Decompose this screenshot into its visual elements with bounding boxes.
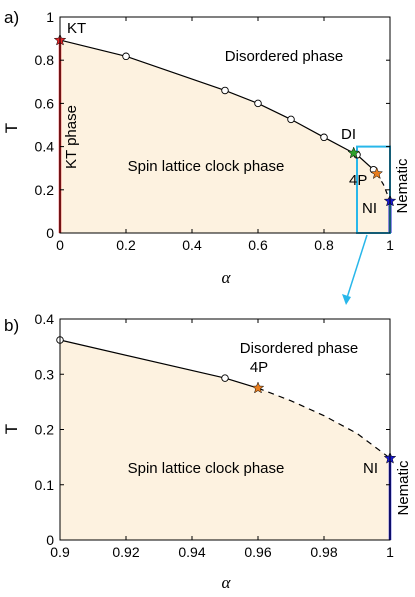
panel-b: b) 0.9 0.92 0.94 0.96 0.98 1 00.10.20.30.4 α … bbox=[2, 311, 412, 592]
y-tick-label: 0.2 bbox=[35, 182, 55, 198]
x-tick-label: 1 bbox=[386, 544, 394, 560]
star-marker-di bbox=[347, 146, 361, 159]
point-label-4p: 4P bbox=[349, 172, 367, 189]
x-tick-label: 0.8 bbox=[314, 237, 334, 253]
data-point-marker bbox=[221, 86, 229, 95]
y-axis-label: T bbox=[2, 424, 21, 434]
data-point-marker bbox=[221, 374, 229, 382]
x-tick-label: 0 bbox=[56, 237, 64, 253]
phase-boundary-dashed bbox=[257, 387, 391, 459]
y-ticks: 0 0.2 0.4 0.6 0.8 1 bbox=[35, 9, 390, 241]
x-tick-label: 0.92 bbox=[112, 544, 139, 560]
y-tick-label: 0.1 bbox=[35, 477, 55, 493]
x-tick-label: 0.98 bbox=[310, 544, 337, 560]
axes-frame bbox=[59, 16, 391, 234]
data-point-marker bbox=[122, 52, 130, 61]
zoom-connector bbox=[342, 234, 368, 305]
point-label-kt: KT bbox=[67, 20, 86, 37]
panel-a: a) 0 0.2 0.4 0.6 0.8 1 0 0.2 0.4 0.6 0.8 1 α T Dis… bbox=[2, 8, 411, 287]
x-tick-label: 0.4 bbox=[182, 237, 202, 253]
panel-a-label: a) bbox=[4, 8, 19, 27]
region-label-clock: Spin lattice clock phase bbox=[128, 158, 285, 175]
star-marker-4p bbox=[370, 166, 384, 180]
x-axis-label: α bbox=[222, 573, 232, 592]
y-tick-label: 0.6 bbox=[35, 95, 55, 111]
y-axis-label: T bbox=[2, 123, 21, 133]
region-label-disordered: Disordered phase bbox=[240, 340, 358, 357]
region-label-clock: Spin lattice clock phase bbox=[128, 460, 285, 477]
y-tick-label: 0 bbox=[46, 532, 54, 548]
y-tick-label: 0.8 bbox=[35, 52, 55, 68]
data-point-marker bbox=[254, 99, 262, 108]
ordered-phase-region bbox=[60, 40, 390, 233]
nematic-label: Nematic bbox=[394, 158, 411, 214]
x-ticks: 0.9 0.92 0.94 0.96 0.98 1 bbox=[50, 319, 394, 560]
x-tick-label: 0.9 bbox=[50, 544, 70, 560]
point-label-4p: 4P bbox=[250, 359, 268, 376]
y-tick-label: 1 bbox=[46, 9, 54, 25]
x-tick-label: 0.6 bbox=[248, 237, 268, 253]
point-label-di: DI bbox=[341, 126, 356, 143]
point-label-ni: NI bbox=[363, 460, 378, 477]
x-axis-label: α bbox=[222, 268, 232, 287]
kt-phase-label: KT phase bbox=[63, 105, 80, 169]
region-label-disordered: Disordered phase bbox=[225, 48, 343, 65]
y-tick-label: 0.4 bbox=[35, 139, 55, 155]
x-tick-label: 1 bbox=[386, 237, 394, 253]
y-tick-label: 0.3 bbox=[35, 366, 55, 382]
y-tick-label: 0.4 bbox=[35, 311, 55, 327]
y-ticks: 0 0.1 0.2 0.3 0.4 bbox=[35, 311, 390, 548]
star-marker-4p bbox=[251, 381, 265, 394]
phase-boundary-solid bbox=[59, 39, 378, 174]
y-tick-label: 0.2 bbox=[35, 422, 55, 438]
ordered-phase-region bbox=[60, 340, 390, 540]
x-tick-label: 0.2 bbox=[116, 237, 136, 253]
nematic-label: Nematic bbox=[395, 460, 412, 516]
y-tick-label: 0 bbox=[46, 225, 54, 241]
data-point-marker bbox=[287, 115, 295, 124]
x-tick-label: 0.94 bbox=[178, 544, 205, 560]
data-point-marker bbox=[320, 133, 328, 142]
x-ticks: 0 0.2 0.4 0.6 0.8 1 bbox=[56, 17, 394, 253]
open-markers bbox=[56, 336, 229, 382]
point-label-ni: NI bbox=[362, 200, 377, 217]
panel-b-label: b) bbox=[4, 316, 19, 335]
x-tick-label: 0.96 bbox=[244, 544, 271, 560]
